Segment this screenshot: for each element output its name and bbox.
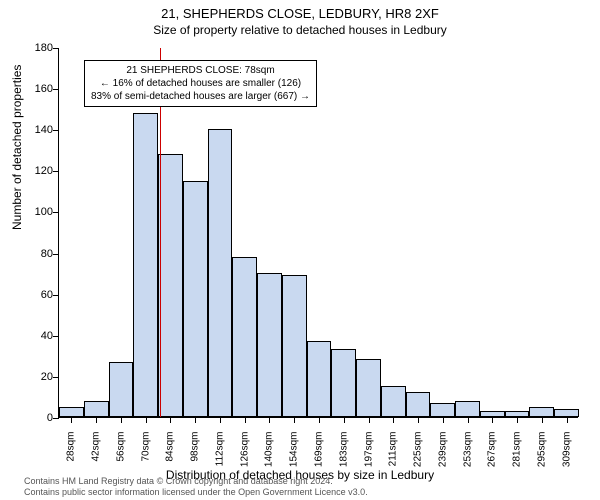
histogram-bar <box>529 407 554 417</box>
y-tick-label: 180 <box>23 42 53 54</box>
histogram-bar <box>208 129 233 417</box>
histogram-bar <box>133 113 158 417</box>
histogram-bar <box>183 181 208 417</box>
annotation-line2: ← 16% of detached houses are smaller (12… <box>91 77 310 90</box>
x-tick <box>71 417 72 423</box>
x-tick <box>170 417 171 423</box>
y-tick <box>53 418 59 419</box>
x-tick <box>369 417 370 423</box>
y-tick <box>53 336 59 337</box>
x-tick <box>319 417 320 423</box>
x-tick <box>567 417 568 423</box>
histogram-bar <box>257 273 282 417</box>
x-tick <box>344 417 345 423</box>
x-tick <box>245 417 246 423</box>
x-tick <box>418 417 419 423</box>
y-tick-label: 20 <box>23 371 53 383</box>
histogram-bar <box>232 257 257 417</box>
x-tick <box>195 417 196 423</box>
x-tick <box>121 417 122 423</box>
x-tick <box>96 417 97 423</box>
chart-area: 02040608010012014016018028sqm42sqm56sqm7… <box>58 48 578 418</box>
y-tick-label: 100 <box>23 206 53 218</box>
histogram-bar <box>84 401 109 417</box>
y-axis-title: Number of detached properties <box>10 65 24 230</box>
x-tick <box>220 417 221 423</box>
footer-attribution: Contains HM Land Registry data © Crown c… <box>24 476 368 498</box>
y-tick <box>53 130 59 131</box>
y-tick-label: 60 <box>23 289 53 301</box>
x-tick <box>492 417 493 423</box>
histogram-bar <box>307 341 332 417</box>
y-tick <box>53 295 59 296</box>
y-tick-label: 160 <box>23 83 53 95</box>
histogram-bar <box>356 359 381 417</box>
y-tick-label: 120 <box>23 165 53 177</box>
annotation-line1: 21 SHEPHERDS CLOSE: 78sqm <box>91 64 310 77</box>
annotation-box: 21 SHEPHERDS CLOSE: 78sqm ← 16% of detac… <box>84 60 317 107</box>
footer-line2: Contains public sector information licen… <box>24 487 368 498</box>
chart-title-main: 21, SHEPHERDS CLOSE, LEDBURY, HR8 2XF <box>0 0 600 21</box>
y-tick-label: 140 <box>23 124 53 136</box>
x-tick <box>269 417 270 423</box>
x-tick <box>468 417 469 423</box>
y-tick <box>53 89 59 90</box>
x-tick <box>542 417 543 423</box>
histogram-bar <box>455 401 480 417</box>
histogram-bar <box>282 275 307 417</box>
y-tick <box>53 212 59 213</box>
y-tick-label: 0 <box>23 412 53 424</box>
x-tick <box>393 417 394 423</box>
y-tick-label: 80 <box>23 248 53 260</box>
y-tick <box>53 48 59 49</box>
histogram-bar <box>158 154 183 417</box>
x-tick <box>517 417 518 423</box>
x-tick <box>443 417 444 423</box>
footer-line1: Contains HM Land Registry data © Crown c… <box>24 476 368 487</box>
histogram-bar <box>109 362 134 418</box>
y-tick <box>53 171 59 172</box>
histogram-bar <box>430 403 455 417</box>
histogram-bar <box>406 392 431 417</box>
x-tick <box>146 417 147 423</box>
y-tick <box>53 254 59 255</box>
histogram-bar <box>554 409 579 417</box>
y-tick <box>53 377 59 378</box>
histogram-bar <box>59 407 84 417</box>
histogram-bar <box>331 349 356 417</box>
x-tick <box>294 417 295 423</box>
y-tick-label: 40 <box>23 330 53 342</box>
annotation-line3: 83% of semi-detached houses are larger (… <box>91 90 310 103</box>
histogram-bar <box>381 386 406 417</box>
chart-title-sub: Size of property relative to detached ho… <box>0 21 600 37</box>
